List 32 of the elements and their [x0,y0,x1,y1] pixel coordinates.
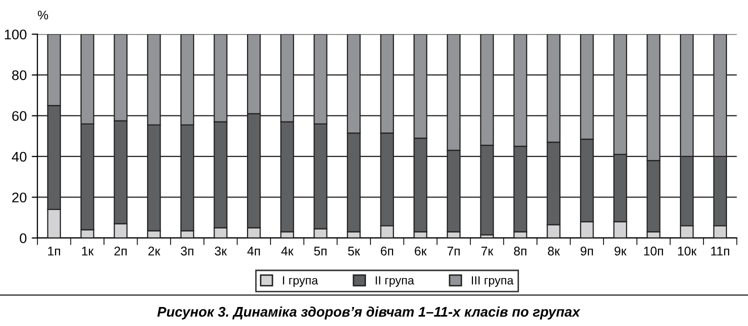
x-tick-label: 5к [348,246,360,256]
x-tick-label: 5п [314,246,326,256]
y-axis-title: % [38,10,48,20]
y-tick-label: 20 [12,192,26,202]
y-tick-label: 40 [12,152,26,162]
x-tick-label: 8к [548,246,560,256]
x-tick-label: 4к [281,246,294,256]
y-tick-label: 80 [12,70,26,80]
x-tick-label: 2к [148,246,160,256]
x-tick-label: 7п [447,246,460,256]
x-tick-label: 3к [214,246,227,256]
x-tick-label: 1к [82,246,94,256]
x-tick-label: 10п [644,246,663,256]
x-tick-label: 3п [180,246,194,256]
x-tick-label: 10к [678,246,697,256]
x-tick-label: 6к [414,246,427,256]
y-tick-label: 100 [4,30,26,40]
x-tick-label: 7к [481,246,494,256]
legend-label: III група [472,276,514,287]
x-tick-label: 9к [614,246,626,256]
x-tick-label: 1п [48,246,60,256]
text: Рисунок 3. Динаміка здоров’я дівчат 1–11-х класів по групах [157,306,580,320]
x-tick-label: 8п [514,246,526,256]
x-tick-label: 4п [247,246,260,256]
y-tick-label: 0 [20,233,26,244]
legend-label: II група [376,276,414,287]
y-tick-label: 60 [12,111,26,121]
legend-label: I група [282,276,318,287]
x-tick-label: 9п [580,246,593,256]
x-tick-label: 2п [114,246,127,256]
x-tick-label: 6п [380,246,394,256]
x-tick-label: 11п [711,246,730,256]
